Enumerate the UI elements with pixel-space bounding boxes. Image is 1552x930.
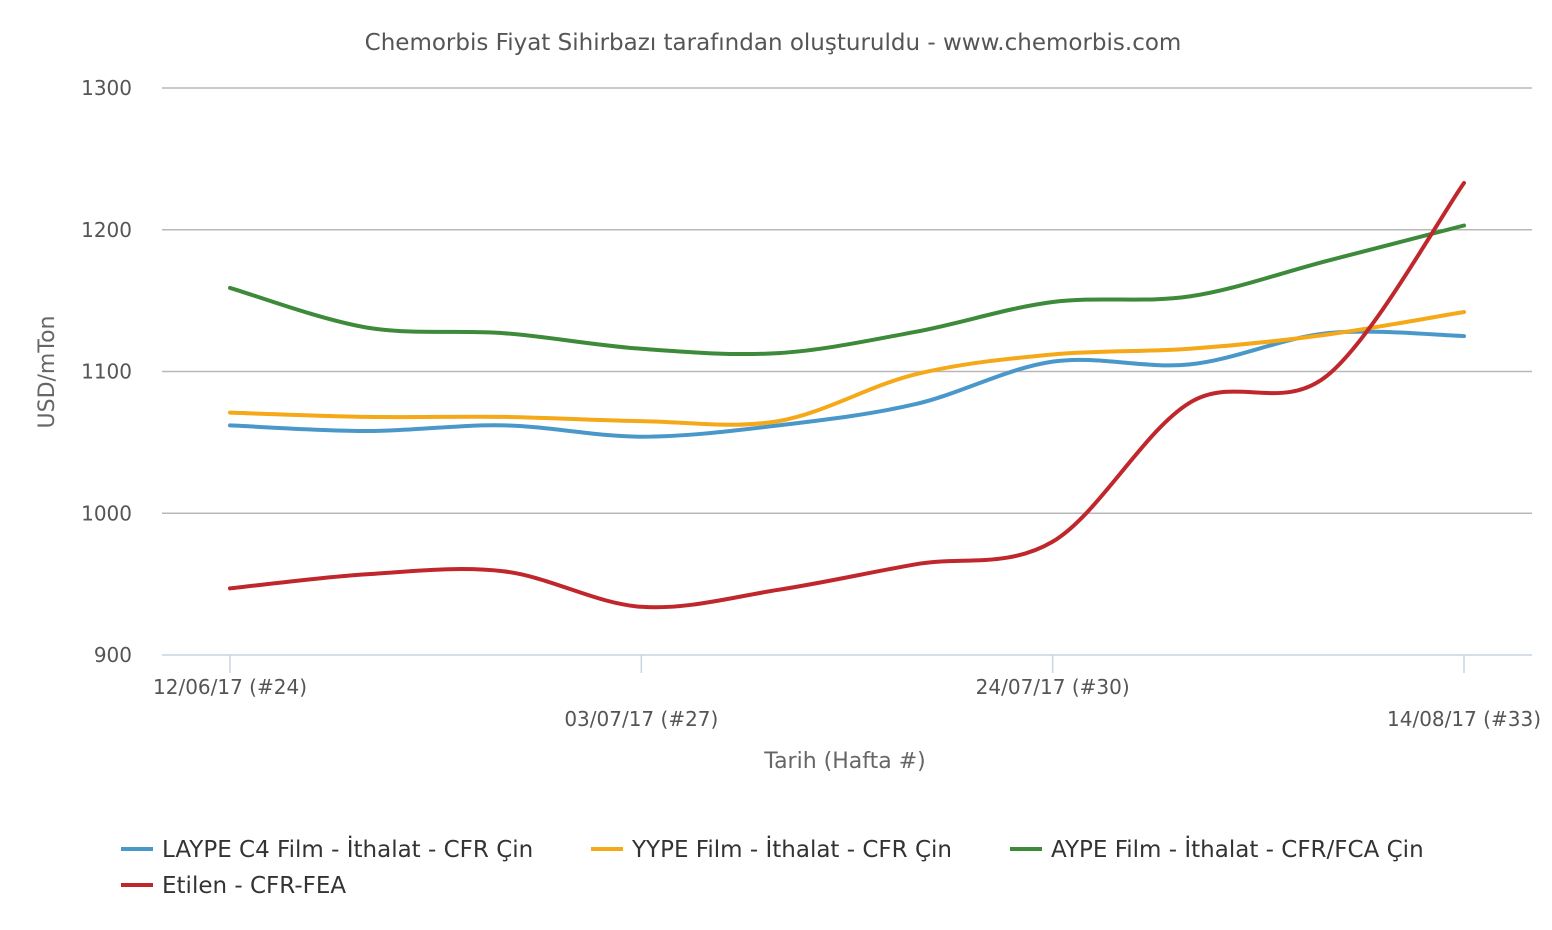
grid-lines	[162, 87, 1532, 514]
x-tick-label: 12/06/17 (#24)	[153, 675, 307, 699]
y-axis-title: USD/mTon	[35, 316, 60, 429]
series-line-3	[228, 223, 1466, 357]
legend-item[interactable]: Etilen - CFR-FEA	[121, 873, 346, 899]
legend-label: LAYPE C4 Film - İthalat - CFR Çin	[162, 835, 533, 863]
legend-item[interactable]: LAYPE C4 Film - İthalat - CFR Çin	[121, 835, 533, 863]
series-line-1	[228, 329, 1466, 439]
legend-item[interactable]: YYPE Film - İthalat - CFR Çin	[591, 835, 952, 863]
y-tick-label: 1000	[81, 501, 132, 525]
x-tick-label: 24/07/17 (#30)	[976, 675, 1130, 699]
y-tick-label: 1200	[81, 218, 132, 242]
x-axis-title: Tarih (Hafta #)	[763, 749, 925, 774]
legend: LAYPE C4 Film - İthalat - CFR Çin YYPE Fi…	[121, 835, 1424, 899]
series-line-2	[228, 310, 1466, 427]
series-lines	[228, 181, 1466, 610]
x-axis: 12/06/17 (#24) 03/07/17 (#27) 24/07/17 (#3…	[153, 654, 1541, 731]
series-line-4	[228, 181, 1466, 610]
legend-label: YYPE Film - İthalat - CFR Çin	[631, 835, 952, 863]
y-tick-label: 1100	[81, 360, 132, 384]
y-tick-label: 900	[94, 643, 132, 667]
legend-label: AYPE Film - İthalat - CFR/FCA Çin	[1051, 835, 1424, 863]
x-tick-label: 03/07/17 (#27)	[564, 707, 718, 731]
y-axis-ticks: 900 1000 1100 1200 1300	[81, 76, 132, 667]
x-tick-label: 14/08/17 (#33)	[1387, 707, 1541, 731]
legend-label: Etilen - CFR-FEA	[162, 873, 346, 899]
legend-item[interactable]: AYPE Film - İthalat - CFR/FCA Çin	[1010, 835, 1424, 863]
y-tick-label: 1300	[81, 76, 132, 100]
chart-title: Chemorbis Fiyat Sihirbazı tarafından olu…	[365, 30, 1182, 56]
